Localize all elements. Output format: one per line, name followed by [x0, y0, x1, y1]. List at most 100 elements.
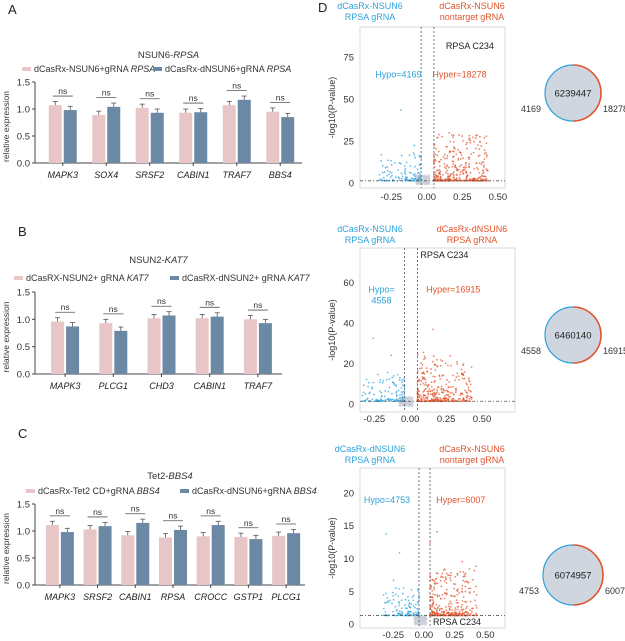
data-point — [449, 386, 452, 388]
data-point — [444, 362, 447, 365]
data-point — [452, 393, 455, 396]
data-point — [444, 157, 447, 160]
data-point — [436, 595, 439, 598]
data-point — [462, 571, 465, 573]
data-point — [445, 609, 448, 612]
data-point — [400, 172, 403, 175]
data-point — [437, 386, 440, 389]
data-point — [454, 147, 457, 150]
data-point — [438, 375, 441, 378]
data-point — [422, 376, 425, 379]
data-point — [455, 167, 458, 170]
data-point — [446, 154, 449, 157]
data-point — [468, 163, 471, 165]
data-point — [466, 141, 469, 144]
data-point — [480, 145, 483, 148]
y-axis-label: -log10(P-value) — [327, 77, 337, 139]
y-axis-label: relative expression — [1, 91, 11, 162]
data-point — [470, 366, 473, 368]
data-point — [436, 154, 439, 157]
data-point — [424, 176, 427, 179]
category-label: CABIN1 — [193, 381, 226, 391]
data-point — [440, 585, 443, 588]
data-point — [467, 379, 470, 382]
data-point — [391, 591, 394, 594]
data-point — [401, 393, 404, 396]
data-point — [399, 394, 401, 397]
data-point — [443, 614, 446, 616]
data-point — [450, 364, 452, 367]
data-point — [416, 168, 419, 171]
data-point — [421, 364, 424, 366]
data-point — [403, 165, 406, 167]
significance-label: ns — [55, 506, 64, 516]
y-tick-label: 75 — [343, 53, 354, 64]
x-tick-label: -0.25 — [364, 414, 386, 425]
data-point — [385, 174, 388, 177]
data-point — [470, 610, 473, 613]
panel-label: C — [18, 426, 27, 441]
data-point — [443, 597, 446, 600]
data-point — [424, 616, 426, 619]
data-point — [435, 582, 437, 585]
data-point — [380, 153, 383, 156]
data-point — [479, 179, 481, 182]
data-point — [429, 542, 431, 544]
data-point — [425, 622, 428, 625]
data-point — [436, 169, 438, 172]
data-point — [429, 390, 432, 392]
data-point — [403, 393, 406, 396]
data-point — [444, 397, 447, 399]
data-point — [482, 169, 484, 172]
data-point — [485, 177, 488, 180]
data-point — [381, 178, 383, 181]
data-point — [442, 387, 445, 390]
data-point — [414, 616, 416, 619]
data-point — [476, 179, 479, 181]
data-point — [416, 180, 419, 183]
data-point — [390, 159, 392, 162]
data-point — [380, 399, 383, 401]
condition-label-left: dCasRx-dNSUN6 — [335, 444, 406, 454]
y-tick-label: 15 — [343, 521, 354, 532]
data-point — [415, 619, 418, 622]
bar — [179, 112, 193, 163]
data-point — [439, 359, 442, 361]
data-point — [462, 157, 464, 160]
significance-label: ns — [253, 300, 262, 310]
data-point — [401, 403, 404, 406]
data-point — [450, 602, 453, 605]
data-point — [408, 402, 411, 404]
data-point — [438, 608, 441, 610]
venn-overlap — [543, 545, 603, 605]
data-point — [401, 612, 404, 614]
data-point — [478, 171, 481, 174]
data-point — [485, 168, 488, 170]
data-point — [446, 398, 448, 400]
data-point — [458, 400, 461, 403]
data-point — [424, 384, 426, 386]
data-point — [465, 143, 468, 146]
data-point — [414, 156, 416, 159]
data-point — [473, 569, 476, 572]
data-point — [469, 389, 472, 392]
y-tick-label: 0 — [349, 178, 354, 189]
data-point — [446, 169, 449, 172]
data-point — [408, 601, 411, 604]
data-point — [418, 395, 420, 398]
significance-label: ns — [145, 89, 154, 99]
data-point — [462, 139, 464, 142]
venn-left-arc — [544, 306, 574, 364]
data-point — [400, 109, 402, 111]
data-point — [431, 392, 434, 395]
venn-overlap-count: 6239447 — [555, 89, 592, 100]
data-point — [385, 378, 388, 381]
data-point — [431, 604, 433, 607]
venn-right-count: 16915 — [603, 346, 625, 356]
data-point — [426, 390, 429, 393]
data-point — [450, 594, 452, 597]
bar — [258, 323, 272, 374]
legend-gene: RPSA — [131, 64, 156, 74]
data-point — [397, 400, 400, 403]
data-point — [380, 391, 383, 394]
